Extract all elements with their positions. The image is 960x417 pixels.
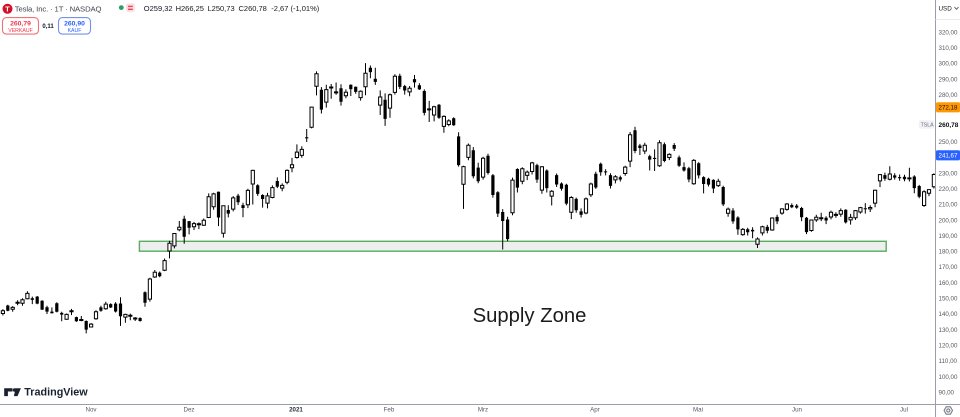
svg-text:KAUF: KAUF <box>68 28 82 34</box>
svg-text:O259,32: O259,32 <box>144 4 173 13</box>
svg-text:150,00: 150,00 <box>939 296 958 303</box>
svg-text:200,00: 200,00 <box>939 217 958 224</box>
svg-text:90,00: 90,00 <box>939 390 955 397</box>
svg-text:250,00: 250,00 <box>939 139 958 146</box>
svg-text:0,11: 0,11 <box>42 24 54 30</box>
svg-text:Mrz: Mrz <box>478 407 488 414</box>
svg-text:USD: USD <box>939 6 953 13</box>
svg-text:Nov: Nov <box>85 407 97 414</box>
svg-text:290,00: 290,00 <box>939 76 958 83</box>
svg-text:120,00: 120,00 <box>939 343 958 350</box>
svg-text:H266,25: H266,25 <box>176 4 204 13</box>
svg-text:Feb: Feb <box>384 407 395 414</box>
svg-text:-2,67 (-1,01%): -2,67 (-1,01%) <box>271 4 319 13</box>
svg-text:130,00: 130,00 <box>939 327 958 334</box>
svg-text:C260,78: C260,78 <box>239 4 267 13</box>
svg-text:170,00: 170,00 <box>939 264 958 271</box>
svg-text:260,78: 260,78 <box>939 122 959 129</box>
svg-text:241,67: 241,67 <box>939 153 958 160</box>
svg-text:310,00: 310,00 <box>939 45 958 52</box>
svg-text:Jun: Jun <box>792 407 803 414</box>
svg-text:320,00: 320,00 <box>939 29 958 36</box>
svg-text:T: T <box>5 5 10 14</box>
svg-text:TradingView: TradingView <box>24 386 88 398</box>
svg-text:300,00: 300,00 <box>939 61 958 68</box>
svg-text:190,00: 190,00 <box>939 233 958 240</box>
svg-text:Supply Zone: Supply Zone <box>473 305 587 327</box>
svg-text:Mai: Mai <box>693 407 703 414</box>
svg-text:Dez: Dez <box>183 407 194 414</box>
svg-text:160,00: 160,00 <box>939 280 958 287</box>
svg-text:2021: 2021 <box>289 407 303 414</box>
svg-text:110,00: 110,00 <box>939 358 958 365</box>
svg-text:100,00: 100,00 <box>939 374 958 381</box>
svg-text:260,79: 260,79 <box>10 20 31 27</box>
svg-text:180,00: 180,00 <box>939 249 958 256</box>
svg-text:TSLA: TSLA <box>921 123 935 129</box>
svg-text:272,18: 272,18 <box>939 105 958 112</box>
svg-text:Apr: Apr <box>590 407 600 414</box>
svg-text:210,00: 210,00 <box>939 202 958 209</box>
svg-text:280,00: 280,00 <box>939 92 958 99</box>
svg-text:260,90: 260,90 <box>64 20 85 27</box>
svg-text:140,00: 140,00 <box>939 311 958 318</box>
svg-text:Jul: Jul <box>900 407 908 414</box>
svg-text:220,00: 220,00 <box>939 186 958 193</box>
svg-text:VERKAUF: VERKAUF <box>8 28 33 34</box>
svg-text:230,00: 230,00 <box>939 170 958 177</box>
svg-text:Tesla, Inc. · 1T · NASDAQ: Tesla, Inc. · 1T · NASDAQ <box>15 4 102 13</box>
svg-text:L250,73: L250,73 <box>208 4 235 13</box>
